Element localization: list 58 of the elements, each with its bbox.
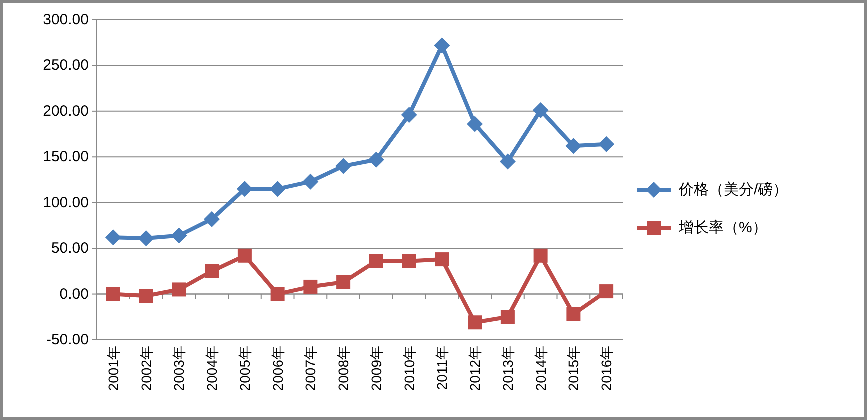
x-tick-label: 2007年	[302, 346, 319, 392]
point	[566, 138, 582, 154]
y-tick-label: 150.00	[43, 148, 89, 166]
point	[369, 254, 384, 268]
point	[302, 174, 319, 190]
y-tick-label: 250.00	[43, 57, 89, 74]
point	[236, 181, 253, 198]
point	[598, 136, 615, 152]
point	[401, 107, 418, 124]
point	[434, 38, 450, 54]
y-tick-label: 100.00	[43, 194, 89, 212]
point	[172, 282, 186, 297]
point	[435, 252, 450, 267]
point	[368, 152, 384, 168]
point	[138, 230, 154, 247]
y-tick-label: 0.00	[60, 286, 89, 303]
x-tick-label: 2001年	[105, 346, 122, 392]
point	[304, 280, 318, 294]
x-tick-label: 2012年	[467, 346, 484, 392]
y-tick-label: 300.00	[43, 12, 89, 28]
x-tick-label: 2016年	[598, 346, 615, 392]
point	[270, 287, 285, 302]
point	[204, 211, 220, 228]
point	[205, 264, 220, 278]
point	[532, 102, 549, 119]
point	[500, 154, 516, 170]
point	[105, 230, 122, 246]
x-tick-label: 2002年	[138, 346, 154, 392]
point	[534, 248, 548, 263]
point	[402, 254, 416, 268]
legend-label: 价格（美分/磅）	[678, 182, 788, 198]
point	[500, 310, 515, 324]
x-tick-label: 2009年	[368, 346, 384, 392]
x-tick-label: 2006年	[270, 346, 286, 392]
y-tick-label: 50.00	[51, 240, 89, 258]
x-tick-label: 2015年	[566, 346, 582, 392]
legend-label: 增长率（%）	[678, 220, 768, 236]
x-tick-label: 2003年	[171, 346, 188, 392]
point	[336, 275, 351, 290]
x-tick-label: 2010年	[401, 346, 418, 392]
point	[467, 116, 484, 132]
x-tick-label: 2005年	[236, 346, 253, 392]
point	[600, 284, 614, 299]
point	[468, 316, 482, 330]
x-tick-label: 2004年	[204, 346, 220, 392]
point	[566, 307, 581, 322]
x-tick-label: 2013年	[500, 346, 516, 392]
y-tick-label: 200.00	[43, 102, 89, 120]
point	[139, 289, 154, 304]
x-tick-label: 2008年	[336, 346, 352, 392]
point	[336, 158, 352, 174]
point	[270, 181, 286, 198]
point	[106, 287, 120, 302]
point	[238, 248, 252, 263]
x-tick-label: 2014年	[532, 346, 549, 392]
point	[171, 228, 188, 244]
y-tick-label: -50.00	[46, 332, 89, 348]
x-tick-label: 2011年	[434, 346, 450, 390]
